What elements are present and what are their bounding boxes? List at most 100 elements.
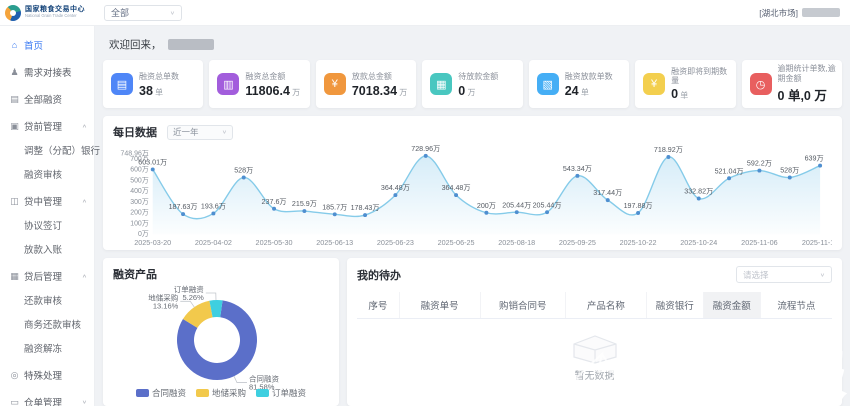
sidebar-item-2[interactable]: ▤ 全部融资	[0, 87, 94, 111]
bell-icon: ¥	[643, 73, 666, 95]
todo-filter-select[interactable]: 请选择 ∨	[736, 266, 832, 283]
data-point-label: 528万	[234, 167, 253, 175]
sidebar-item-3[interactable]: ▣ 贷前管理 ∧	[0, 114, 94, 138]
y-axis-tick: 300万	[130, 198, 149, 206]
stat-card-0[interactable]: ▤ 融资总单数 38 单	[103, 60, 204, 108]
stat-label: 融资总金额	[245, 71, 286, 81]
x-axis-tick: 2025-03-20	[134, 238, 171, 247]
stat-card-3[interactable]: ▦ 待放款金额 0 万	[422, 60, 523, 108]
todo-title: 我的待办	[357, 269, 401, 282]
stat-value: 0 单	[671, 87, 689, 102]
data-point-label: 178.43万	[351, 204, 380, 212]
chevron-up-icon: ∧	[81, 198, 87, 204]
chevron-down-icon: ∨	[819, 272, 825, 278]
stat-card-2[interactable]: ¥ 放款总金额 7018.34 万	[315, 60, 417, 108]
market-filter-select[interactable]: 全部 ∨	[104, 4, 182, 21]
stat-info: 待放款金额 0 万	[458, 71, 498, 98]
data-point	[636, 211, 641, 215]
sidebar-item-label: 贷中管理	[24, 197, 63, 208]
sidebar-item-7[interactable]: 协议签订	[0, 213, 94, 237]
stat-label: 待放款金额	[458, 71, 499, 81]
data-point	[787, 175, 792, 180]
todo-column-header: 序号	[357, 292, 400, 318]
date-range-select[interactable]: 近一年 ∨	[167, 124, 233, 140]
data-point-label: 205.44万	[502, 201, 531, 209]
todo-column-header: 融资银行	[646, 292, 704, 318]
sidebar-item-label: 还款审核	[24, 296, 63, 307]
data-point-label: 187.63万	[169, 203, 198, 211]
sidebar-item-1[interactable]: ♟ 需求对接表	[0, 60, 94, 84]
sidebar-item-label: 调整（分配）银行	[24, 146, 101, 157]
market-filter-value: 全部	[111, 8, 130, 18]
stat-card-5[interactable]: ¥ 融资即将到期数量 0 单	[635, 60, 736, 108]
data-point	[514, 210, 519, 215]
stat-card-6[interactable]: ◷ 逾期统计单数,逾期金额 0 单,0 万	[741, 60, 842, 108]
legend-item-2[interactable]: 订单融资	[256, 387, 306, 399]
chevron-down-icon: ∨	[221, 129, 227, 135]
app-logo: 国家粮食交易中心 National Grain Trade Center	[0, 4, 96, 21]
data-point	[363, 213, 368, 218]
data-point	[545, 210, 550, 215]
stat-card-1[interactable]: ▥ 融资总金额 11806.4 万	[209, 60, 310, 108]
x-axis-tick: 2025-06-23	[377, 238, 414, 247]
y-axis-tick: 100万	[130, 220, 149, 228]
legend-item-0[interactable]: 合同融资	[135, 387, 186, 399]
legend-label: 合同融资	[151, 388, 186, 398]
stat-label: 融资放款单数	[564, 71, 613, 81]
data-point-label: 200万	[477, 202, 496, 210]
data-point	[484, 210, 489, 215]
data-point	[393, 193, 398, 198]
donut-slice-name: 合同融资	[249, 374, 279, 384]
sidebar-item-5[interactable]: 融资审核	[0, 162, 94, 186]
redacted-username	[802, 8, 840, 17]
x-axis-tick: 2025-04-02	[195, 238, 232, 247]
sidebar-item-label: 放款入账	[24, 245, 63, 256]
data-point-label: 197.88万	[624, 202, 653, 210]
todo-empty-state: 暂无数据	[357, 319, 832, 398]
sidebar-item-0[interactable]: ⌂ 首页	[0, 33, 94, 57]
todo-column-header: 融资单号	[399, 292, 481, 318]
data-point-label: 728.96万	[411, 145, 440, 153]
data-point	[241, 175, 246, 180]
sidebar-item-11[interactable]: 商务还款审核	[0, 312, 94, 336]
y-axis-tick: 400万	[130, 187, 149, 195]
sidebar-item-14[interactable]: ▭ 仓单管理 ∨	[0, 390, 94, 406]
sidebar-item-10[interactable]: 还款审核	[0, 288, 94, 312]
user-market-tag: [湖北市场]	[759, 7, 798, 18]
mid-loan-icon: ◫	[10, 195, 19, 206]
data-point	[272, 206, 277, 211]
sidebar-item-label: 商务还款审核	[24, 320, 82, 331]
data-point	[332, 212, 337, 217]
date-range-value: 近一年	[173, 127, 199, 137]
sidebar-item-4[interactable]: 调整（分配）银行	[0, 138, 100, 162]
sidebar-item-13[interactable]: ◎ 特殊处理	[0, 363, 94, 387]
x-axis-tick: 2025-11-18	[802, 238, 832, 247]
data-point	[605, 198, 610, 203]
stat-value: 7018.34 万	[351, 83, 408, 98]
donut-label-line	[233, 376, 247, 383]
legend-item-1[interactable]: 地储采购	[195, 387, 246, 399]
donut-slice-name: 订单融资	[174, 284, 204, 294]
sidebar-item-8[interactable]: 放款入账	[0, 237, 94, 261]
sidebar-item-9[interactable]: ▦ 贷后管理 ∧	[0, 264, 94, 288]
sidebar-item-label: 贷后管理	[24, 272, 63, 283]
data-point-label: 592.2万	[747, 160, 772, 168]
header-user-area[interactable]: [湖北市场]	[759, 7, 840, 19]
stat-card-4[interactable]: ▧ 融资放款单数 24 单	[528, 60, 630, 108]
data-point-label: 718.92万	[654, 146, 683, 154]
x-axis-tick: 2025-08-18	[498, 238, 535, 247]
logo-text: 国家粮食交易中心 National Grain Trade Center	[25, 6, 85, 19]
stat-value: 0 单,0 万	[777, 88, 827, 103]
home-icon: ⌂	[11, 40, 18, 50]
sidebar-item-12[interactable]: 融资解冻	[0, 336, 94, 360]
chart-icon: ▧	[536, 73, 559, 95]
data-point-label: 639万	[805, 155, 824, 163]
sidebar-item-6[interactable]: ◫ 贷中管理 ∧	[0, 189, 94, 213]
data-point-label: 317.44万	[593, 189, 622, 197]
todo-column-header: 产品名称	[566, 292, 647, 318]
chevron-down-icon: ∨	[169, 10, 175, 16]
financing-products-title: 融资产品	[113, 269, 157, 281]
chevron-up-icon: ∧	[81, 273, 87, 279]
